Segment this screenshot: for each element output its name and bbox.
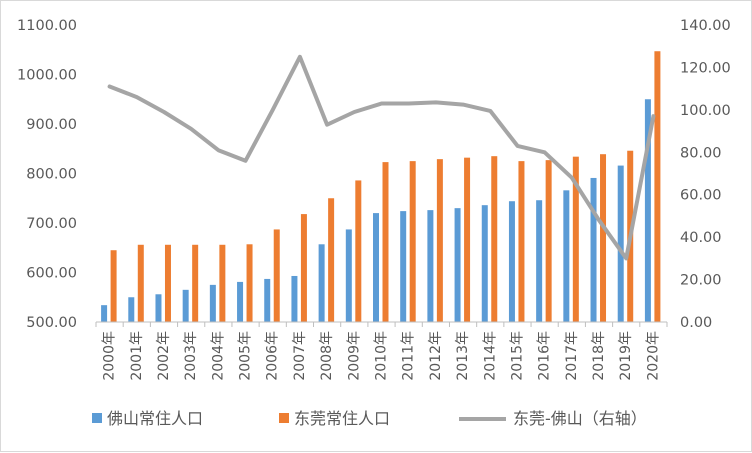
bar-foshan-2001年 — [128, 297, 135, 322]
bar-dongguan-2016年 — [545, 160, 552, 322]
x-tick-label: 2003年 — [183, 331, 199, 381]
y-right-tick-label: 100.00 — [680, 103, 731, 119]
y-left-tick-label: 1000.00 — [17, 68, 77, 84]
bar-foshan-2008年 — [318, 244, 325, 322]
bar-foshan-2012年 — [427, 210, 434, 322]
x-tick-label: 2016年 — [537, 331, 553, 381]
bar-dongguan-2011年 — [409, 161, 416, 322]
bar-dongguan-2006年 — [273, 229, 280, 322]
bar-dongguan-2013年 — [464, 157, 471, 322]
bar-dongguan-2004年 — [219, 244, 226, 322]
bar-dongguan-2005年 — [246, 244, 253, 322]
axes-layer: 2000年 2001年 2002年 2003年 2004年 2005年 2006年 2007年… — [17, 18, 731, 381]
legend: 佛山常住人口 东莞常住人口 东莞-佛山（右轴） — [92, 409, 647, 428]
bar-dongguan-2008年 — [328, 198, 335, 322]
x-tick-label: 2000年 — [102, 331, 118, 381]
x-tick-label: 2017年 — [564, 331, 580, 381]
y-left-tick-label: 900.00 — [26, 117, 77, 133]
y-right-tick-label: 0.00 — [680, 315, 712, 331]
x-tick-label: 2011年 — [401, 331, 417, 381]
bar-dongguan-2015年 — [518, 161, 525, 322]
bar-dongguan-2002年 — [164, 244, 171, 322]
x-tick-label: 2001年 — [129, 331, 145, 381]
x-tick-label: 2004年 — [210, 331, 226, 381]
x-tick-label: 2008年 — [319, 331, 335, 381]
bar-foshan-2014年 — [481, 205, 488, 322]
bar-foshan-2019年 — [617, 165, 624, 322]
y-right-tick-label: 40.00 — [680, 230, 722, 246]
y-left-tick-label: 1100.00 — [17, 18, 77, 34]
bar-foshan-2011年 — [400, 211, 407, 322]
legend-swatch-dongguan — [279, 413, 289, 423]
legend-swatch-foshan — [92, 413, 102, 423]
bar-foshan-2004年 — [209, 284, 216, 322]
x-tick-label: 2019年 — [618, 331, 634, 381]
y-left-tick-label: 500.00 — [26, 315, 77, 331]
bar-dongguan-2018年 — [600, 154, 607, 322]
y-right-tick-label: 20.00 — [680, 273, 722, 289]
bar-foshan-2006年 — [264, 278, 271, 322]
x-tick-label: 2007年 — [292, 331, 308, 381]
bar-foshan-2018年 — [590, 177, 597, 322]
bar-foshan-2000年 — [101, 305, 108, 322]
x-tick-label: 2018年 — [591, 331, 607, 381]
bar-dongguan-2020年 — [654, 51, 661, 323]
y-right-tick-label: 60.00 — [680, 188, 722, 204]
bars-layer — [101, 51, 661, 323]
bar-foshan-2020年 — [644, 99, 651, 322]
x-tick-label: 2013年 — [455, 331, 471, 381]
bar-foshan-2005年 — [237, 281, 244, 322]
y-left-tick-label: 600.00 — [26, 266, 77, 282]
bar-dongguan-2014年 — [491, 156, 498, 322]
x-tick-label: 2009年 — [346, 331, 362, 381]
bar-dongguan-2010年 — [382, 162, 389, 322]
bar-foshan-2002年 — [155, 294, 162, 322]
line-difference — [107, 54, 656, 261]
legend-label-foshan: 佛山常住人口 — [107, 409, 203, 428]
bar-dongguan-2009年 — [355, 180, 362, 322]
y-right-tick-label: 80.00 — [680, 145, 722, 161]
bar-foshan-2010年 — [373, 213, 379, 322]
x-tick-label: 2002年 — [156, 331, 172, 381]
bar-foshan-2017年 — [563, 190, 570, 322]
bar-dongguan-2012年 — [436, 159, 443, 322]
x-tick-label: 2010年 — [374, 331, 390, 381]
legend-label-dongguan: 东莞常住人口 — [294, 409, 390, 428]
bar-foshan-2016年 — [536, 200, 543, 322]
bar-foshan-2007年 — [291, 275, 298, 322]
x-tick-label: 2005年 — [238, 331, 254, 381]
bar-foshan-2015年 — [508, 201, 515, 322]
x-tick-label: 2014年 — [482, 331, 498, 381]
bar-foshan-2013年 — [454, 208, 461, 322]
x-tick-label: 2006年 — [265, 331, 281, 381]
line-layer — [107, 54, 656, 261]
x-tick-label: 2015年 — [510, 331, 526, 381]
y-left-tick-label: 700.00 — [26, 216, 77, 232]
bar-foshan-2003年 — [182, 289, 189, 322]
x-tick-label: 2012年 — [428, 331, 444, 381]
bar-dongguan-2003年 — [192, 244, 199, 322]
x-tick-label: 2020年 — [645, 331, 661, 381]
bar-dongguan-2000年 — [110, 250, 117, 322]
y-right-tick-label: 140.00 — [680, 18, 731, 34]
bar-foshan-2009年 — [345, 229, 352, 322]
y-right-tick-label: 120.00 — [680, 60, 731, 76]
y-left-tick-label: 800.00 — [26, 167, 77, 183]
bar-dongguan-2007年 — [300, 214, 307, 322]
legend-label-difference: 东莞-佛山（右轴） — [513, 409, 647, 428]
bar-dongguan-2001年 — [137, 244, 144, 322]
bar-dongguan-2017年 — [572, 156, 579, 322]
